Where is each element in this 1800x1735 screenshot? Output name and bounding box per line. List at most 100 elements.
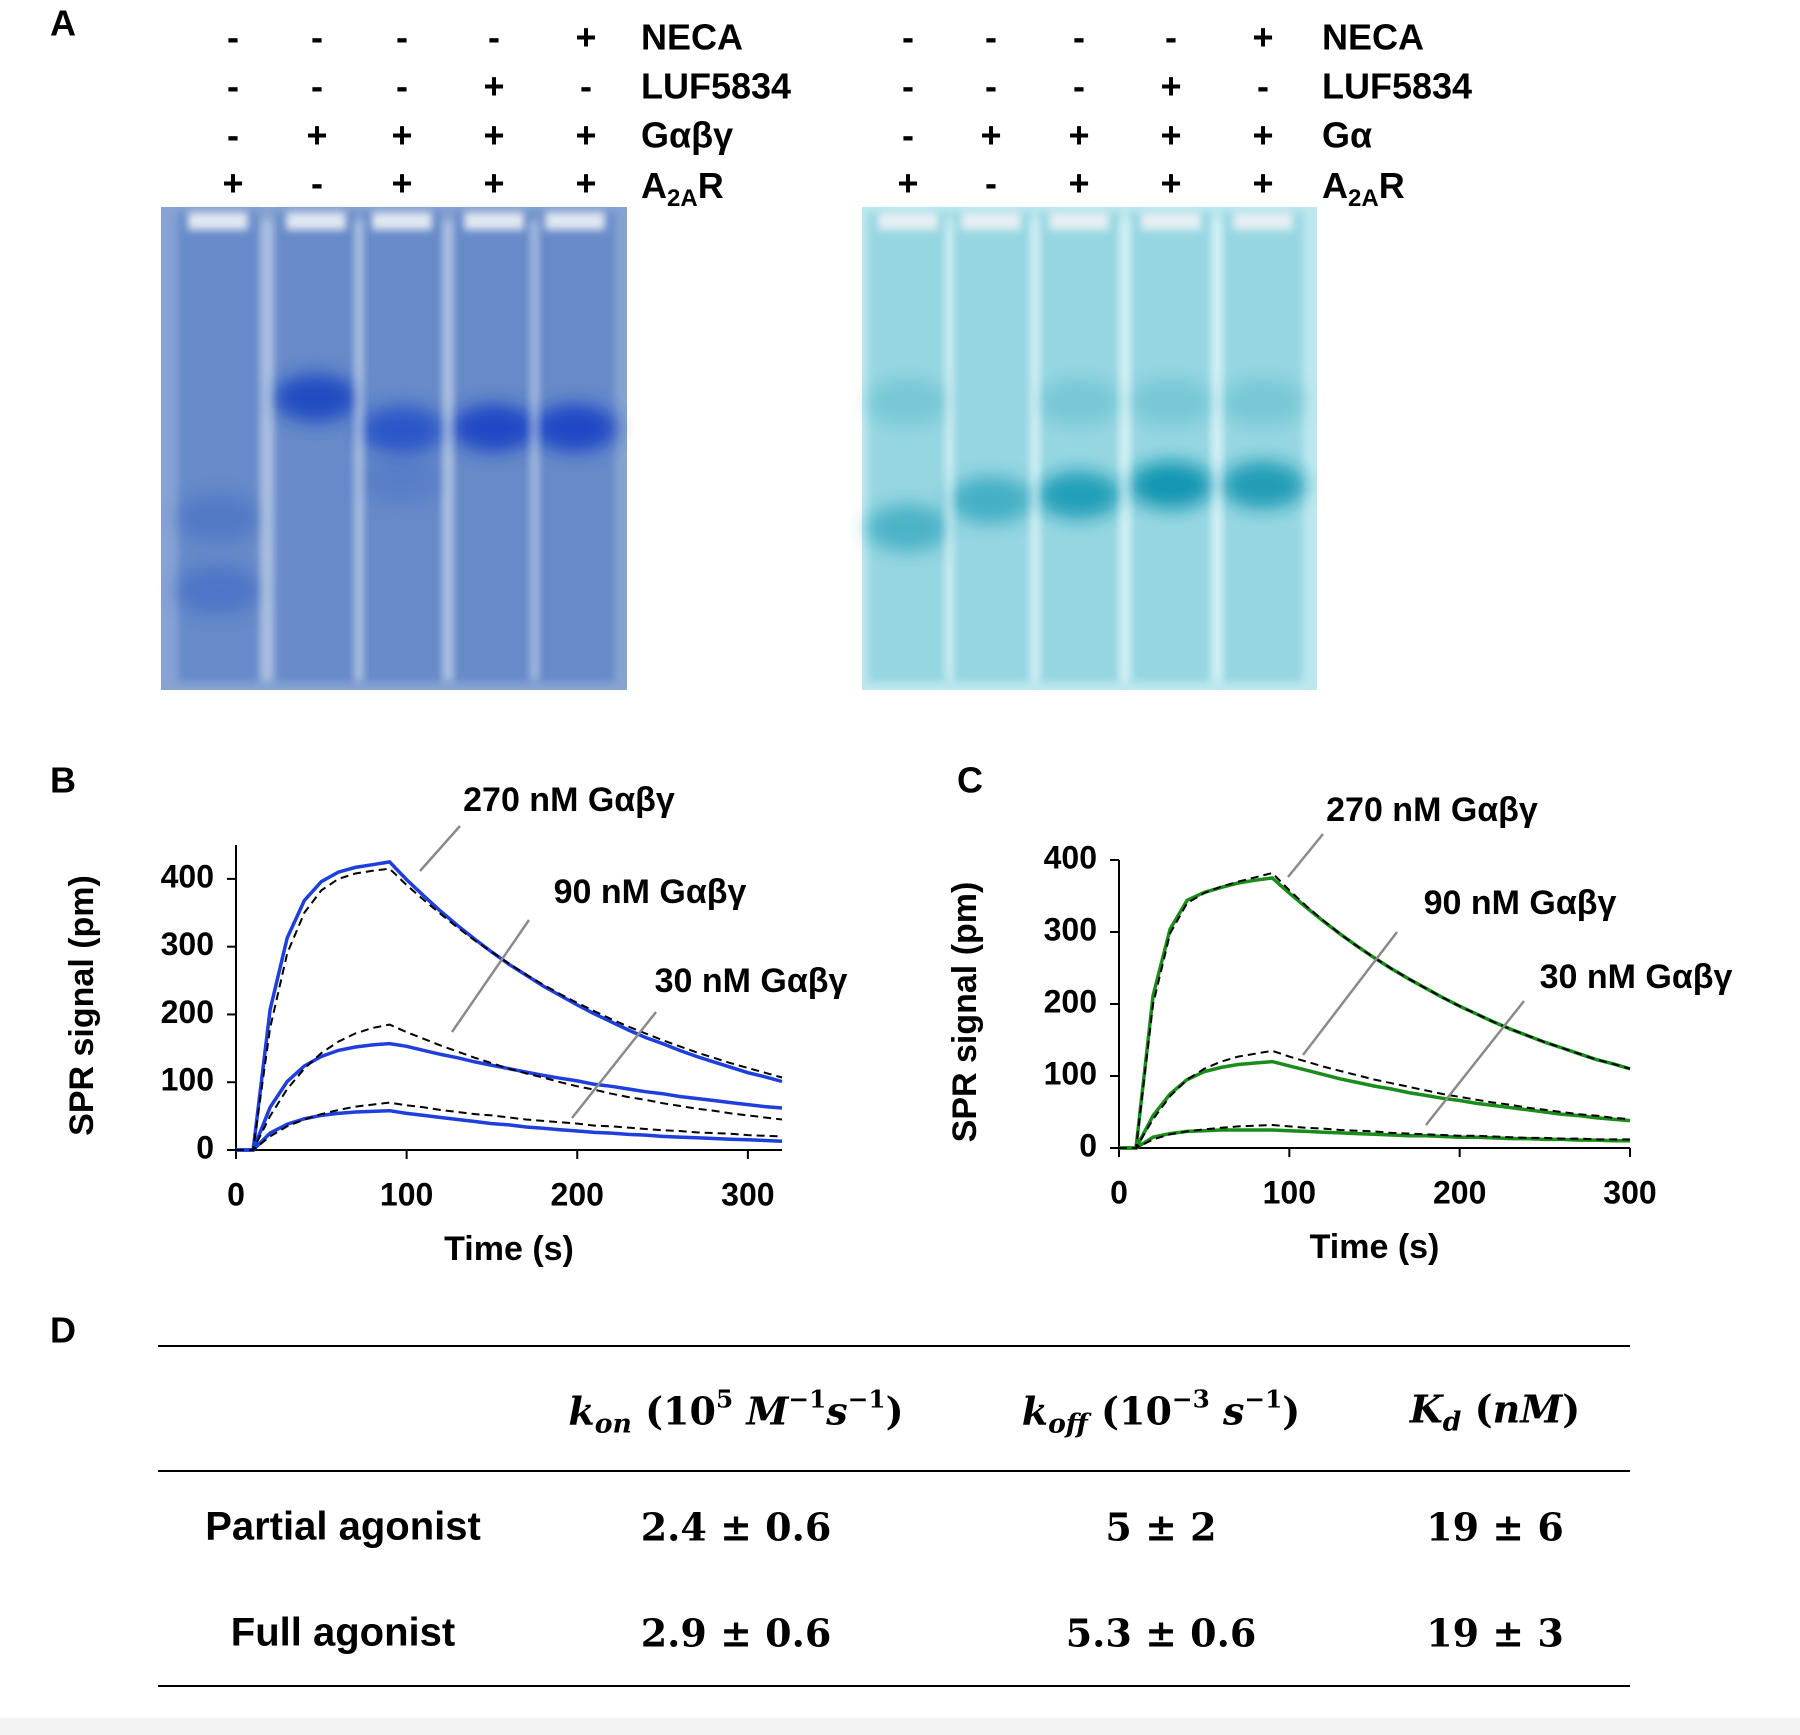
panel-label: D	[50, 1310, 76, 1351]
curve-annotation: 30 nM Gαβγ	[655, 962, 848, 1000]
gel-gap	[1030, 220, 1040, 680]
condition-sign: +	[483, 163, 504, 204]
fit-line	[1119, 871, 1631, 1149]
condition-sign: -	[227, 115, 239, 156]
gel-band	[1037, 378, 1121, 426]
gel-lanes	[176, 212, 1305, 682]
condition-sign: +	[391, 163, 412, 204]
gel-band	[176, 494, 260, 542]
condition-sign: +	[575, 163, 596, 204]
gel-band	[360, 456, 444, 504]
gel-well	[1049, 212, 1109, 230]
gel-band	[176, 566, 260, 614]
condition-sign: -	[902, 17, 914, 58]
condition-sign: -	[902, 115, 914, 156]
condition-sign: -	[311, 66, 323, 107]
condition-sign: +	[1160, 115, 1181, 156]
column-header: koff (10−3 s−1)	[1022, 1384, 1301, 1439]
condition-sign: +	[1252, 115, 1273, 156]
header-part: 5	[715, 1384, 734, 1414]
fit-line	[1119, 1049, 1631, 1149]
annotation-leader	[1287, 833, 1324, 878]
condition-sign: +	[980, 115, 1001, 156]
data-line	[1119, 1059, 1631, 1150]
condition-sign: +	[1160, 163, 1181, 204]
condition-label: Gαβγ	[641, 115, 733, 156]
gel-gap	[1120, 220, 1130, 680]
gel-band	[1129, 378, 1213, 426]
x-tick-label: 100	[380, 1176, 433, 1212]
header-part: s	[826, 1388, 848, 1434]
gel-gap	[1212, 220, 1222, 680]
gel-gap	[944, 220, 955, 680]
condition-sign: -	[396, 66, 408, 107]
header-part: s	[1209, 1388, 1245, 1434]
table-value: 2.4 ± 0.6	[640, 1504, 832, 1550]
x-tick-label: 0	[1110, 1174, 1128, 1210]
gel-well	[372, 212, 432, 230]
condition-sign: +	[306, 115, 327, 156]
gel-lane	[276, 212, 356, 682]
condition-label: LUF5834	[641, 66, 791, 107]
condition-label: A2AR	[1322, 165, 1405, 212]
gel-band	[1129, 461, 1213, 509]
y-tick-label: 0	[196, 1129, 214, 1165]
condition-sign: +	[1252, 163, 1273, 204]
annotation-leader	[1302, 931, 1398, 1056]
condition-sign: -	[311, 17, 323, 58]
x-axis-label: Time (s)	[1310, 1228, 1440, 1266]
condition-label: NECA	[641, 17, 743, 58]
header-part: nM	[1492, 1386, 1563, 1432]
condition-sign: -	[227, 17, 239, 58]
x-tick-label: 300	[1603, 1174, 1656, 1210]
y-tick-label: 300	[1044, 911, 1097, 947]
curve-annotation: 270 nM Gαβγ	[463, 781, 675, 819]
gel-well	[545, 212, 605, 230]
condition-sign: -	[1257, 66, 1269, 107]
gel-lane	[868, 212, 948, 682]
condition-sign: +	[575, 115, 596, 156]
gel-well	[961, 212, 1021, 230]
gel-lane	[1039, 212, 1119, 682]
label-part: 2A	[667, 185, 698, 212]
annotation-leader	[1425, 1000, 1525, 1126]
header-part: (10	[1087, 1388, 1172, 1434]
header-part: )	[885, 1388, 904, 1434]
annotation-leader	[419, 825, 461, 872]
gel-gap	[262, 220, 272, 680]
y-tick-label: 200	[1044, 983, 1097, 1019]
table-rule	[158, 1685, 1630, 1687]
y-tick-label: 100	[161, 1062, 214, 1098]
annotation-leader	[450, 919, 531, 1033]
gel-gap	[443, 220, 453, 680]
condition-sign: -	[311, 163, 323, 204]
header-part: K	[1409, 1386, 1443, 1432]
label-part: A	[1322, 165, 1348, 206]
condition-sign: +	[483, 115, 504, 156]
header-part: −3	[1171, 1384, 1210, 1414]
x-tick-label: 0	[227, 1176, 245, 1212]
x-tick-label: 300	[721, 1176, 774, 1212]
condition-label: NECA	[1322, 17, 1424, 58]
condition-sign: +	[1068, 115, 1089, 156]
curve-annotation: 30 nM Gαβγ	[1540, 958, 1733, 996]
y-axis-label: SPR signal (pm)	[63, 875, 101, 1136]
data-line	[236, 1108, 783, 1152]
header-part: k	[568, 1388, 595, 1434]
header-part: on	[594, 1408, 632, 1440]
x-tick-label: 100	[1263, 1174, 1316, 1210]
fit-line	[236, 867, 783, 1151]
gel-well	[878, 212, 938, 230]
condition-sign: +	[1068, 163, 1089, 204]
gel-band	[1037, 471, 1121, 519]
header-part: )	[1562, 1386, 1581, 1432]
condition-sign: -	[1073, 66, 1085, 107]
column-header: kon (105 M−1s−1)	[568, 1384, 903, 1439]
condition-sign: -	[488, 17, 500, 58]
y-axis-label: SPR signal (pm)	[946, 882, 984, 1143]
x-tick-label: 200	[1433, 1174, 1486, 1210]
condition-sign: +	[1252, 17, 1273, 58]
annotation-leader	[571, 1011, 657, 1119]
